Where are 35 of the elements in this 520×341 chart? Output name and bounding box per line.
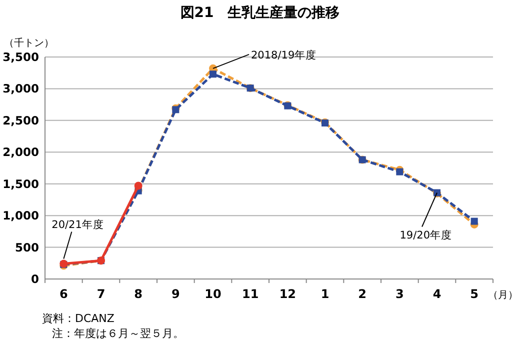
annotation: 20/21年度 xyxy=(52,218,104,231)
x-tick-label: 1 xyxy=(320,287,330,301)
y-axis-title: （千トン） xyxy=(4,37,54,49)
x-tick-label: 12 xyxy=(279,287,296,301)
point xyxy=(396,168,404,176)
annotation: 2018/19年度 xyxy=(212,49,317,69)
annotation: 20/21年度 xyxy=(52,218,104,260)
x-tick-label: 4 xyxy=(432,287,442,301)
y-tick-label: 3,500 xyxy=(2,50,39,64)
x-tick-label: 7 xyxy=(96,287,106,301)
y-tick-label: 2,500 xyxy=(2,113,39,128)
x-tick-label: 5 xyxy=(470,287,479,301)
annotation: 19/20年度 xyxy=(400,228,452,242)
point xyxy=(210,70,216,78)
y-tick-label: 0 xyxy=(30,272,39,286)
x-axis-title: （月） xyxy=(488,290,518,301)
x-tick-label: 3 xyxy=(395,287,404,301)
x-tick-label: 2 xyxy=(358,287,367,301)
y-tick-label: 2,000 xyxy=(2,145,39,160)
x-tick-label: 9 xyxy=(171,287,180,301)
y-tick-label: 1,000 xyxy=(2,208,39,223)
y-tick-label: 1,500 xyxy=(2,176,39,191)
point xyxy=(470,218,478,225)
x-tick-label: 6 xyxy=(59,287,68,301)
x-tick-label: 11 xyxy=(242,287,259,301)
chart-title: 図21 生乳生産量の推移 xyxy=(180,4,340,21)
text: 資料：DCANZ xyxy=(42,312,115,325)
text: 注：年度は６月～翌５月。 xyxy=(52,327,184,340)
y-tick-label: 3,000 xyxy=(2,82,39,96)
annotation: 19/20年度 xyxy=(400,192,452,242)
x-tick-label: 8 xyxy=(134,287,143,301)
annotation: 2018/19年度 xyxy=(251,48,317,62)
point xyxy=(134,182,142,190)
y-tick-label: 500 xyxy=(14,240,39,254)
x-tick-label: 10 xyxy=(204,287,222,301)
